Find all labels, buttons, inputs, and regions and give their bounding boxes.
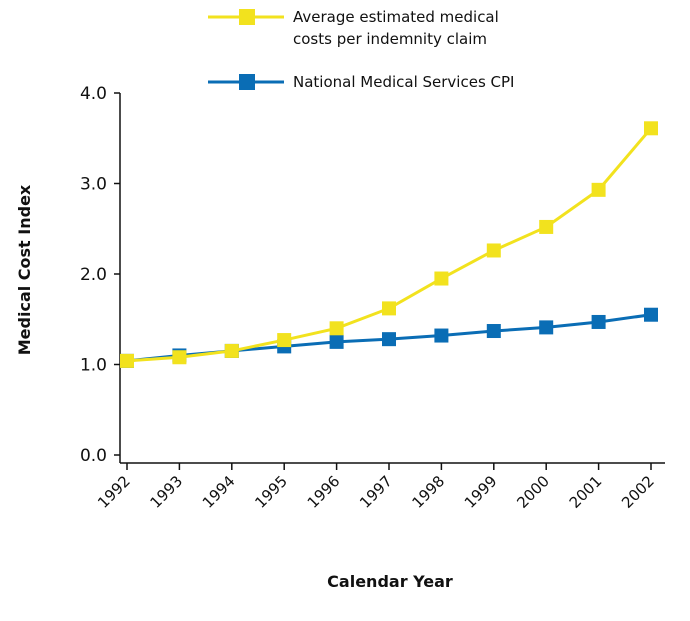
x-tick-label: 2001 <box>566 472 606 512</box>
y-tick-label: 2.0 <box>80 265 107 285</box>
marker <box>434 328 449 343</box>
marker <box>591 182 606 197</box>
marker <box>591 314 606 329</box>
marker <box>539 219 554 234</box>
x-tick-label: 1999 <box>461 472 501 512</box>
legend-marker <box>239 9 255 25</box>
y-tick-label: 3.0 <box>80 175 107 195</box>
marker <box>224 343 239 358</box>
legend-label: National Medical Services CPI <box>293 73 514 91</box>
y-axis-label: Medical Cost Index <box>15 184 34 355</box>
x-tick-label: 1993 <box>146 472 186 512</box>
marker <box>329 334 344 349</box>
marker <box>486 243 501 258</box>
x-tick-label: 1997 <box>356 472 396 512</box>
marker <box>382 332 396 347</box>
marker <box>434 271 449 286</box>
marker <box>382 301 396 316</box>
marker <box>539 320 554 335</box>
marker <box>644 121 658 136</box>
x-tick-label: 2002 <box>618 472 658 512</box>
x-tick-label: 1995 <box>251 472 291 512</box>
x-tick-label: 2000 <box>513 472 553 512</box>
y-tick-label: 0.0 <box>80 446 107 466</box>
x-axis-label: Calendar Year <box>327 572 453 591</box>
marker <box>329 321 344 336</box>
x-tick-label: 1992 <box>94 472 134 512</box>
legend-label: Average estimated medical costs per indem… <box>293 8 499 48</box>
y-tick-label: 4.0 <box>80 84 107 104</box>
marker <box>277 333 292 348</box>
x-tick-label: 1998 <box>408 472 448 512</box>
marker <box>644 307 658 322</box>
marker <box>172 350 187 365</box>
legend-marker <box>239 74 255 90</box>
y-tick-label: 1.0 <box>80 356 107 376</box>
marker <box>120 353 134 368</box>
x-tick-label: 1996 <box>304 472 344 512</box>
x-tick-label: 1994 <box>199 472 239 512</box>
marker <box>486 324 501 339</box>
